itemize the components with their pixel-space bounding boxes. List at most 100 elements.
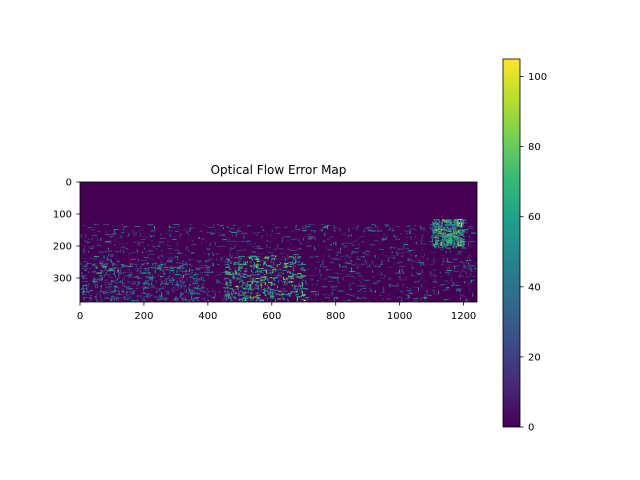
- error-cell: [274, 276, 277, 278]
- error-cell: [273, 262, 275, 266]
- error-cell: [433, 259, 435, 264]
- error-cell: [133, 233, 138, 235]
- error-cell: [155, 280, 157, 283]
- error-cell: [330, 244, 332, 245]
- error-cell: [249, 284, 251, 286]
- error-cell: [251, 255, 257, 257]
- error-cell: [229, 296, 234, 298]
- error-cell: [100, 288, 102, 292]
- error-cell: [175, 296, 177, 301]
- error-cell: [224, 294, 226, 298]
- error-cell: [95, 300, 100, 302]
- error-cell: [420, 277, 423, 279]
- error-cell: [467, 262, 469, 265]
- error-cell: [211, 234, 214, 236]
- error-cell: [144, 247, 146, 250]
- error-cell: [113, 244, 116, 246]
- error-cell: [238, 264, 242, 266]
- error-cell: [341, 244, 344, 246]
- error-cell: [271, 254, 275, 256]
- error-cell: [277, 273, 279, 276]
- error-cell: [388, 277, 392, 279]
- error-cell: [301, 263, 307, 265]
- error-cell: [110, 268, 116, 270]
- error-cell: [447, 243, 449, 247]
- error-cell: [447, 233, 449, 235]
- error-cell: [389, 294, 391, 296]
- error-cell: [417, 280, 421, 282]
- error-cell: [106, 259, 111, 261]
- error-cell: [199, 267, 206, 269]
- error-cell: [112, 235, 114, 237]
- error-cell: [121, 285, 126, 287]
- error-cell: [138, 300, 140, 302]
- error-cell: [293, 267, 294, 272]
- error-cell: [319, 276, 321, 280]
- error-cell: [411, 273, 413, 277]
- error-cell: [357, 250, 360, 252]
- error-cell: [395, 272, 401, 274]
- error-cell: [395, 251, 397, 255]
- error-cell: [388, 283, 390, 288]
- error-cell: [180, 265, 184, 267]
- error-cell: [440, 236, 444, 238]
- error-cell: [413, 298, 416, 300]
- error-cell: [239, 241, 246, 242]
- error-cell: [362, 261, 365, 263]
- error-cell: [226, 299, 229, 301]
- error-cell: [277, 243, 279, 248]
- error-cell: [167, 241, 169, 243]
- error-cell: [246, 285, 248, 289]
- error-cell: [399, 279, 405, 281]
- error-cell: [243, 300, 247, 302]
- error-cell: [253, 296, 258, 298]
- error-cell: [243, 295, 248, 297]
- error-cell: [302, 261, 304, 264]
- error-cell: [157, 244, 161, 246]
- error-cell: [142, 297, 144, 302]
- error-cell: [383, 289, 385, 294]
- error-cell: [244, 271, 246, 273]
- error-cell: [454, 230, 459, 232]
- error-cell: [442, 219, 444, 221]
- error-cell: [333, 298, 335, 302]
- error-cell: [146, 285, 148, 287]
- error-cell: [123, 226, 127, 228]
- error-cell: [375, 226, 379, 228]
- error-cell: [264, 282, 266, 285]
- error-cell: [186, 299, 188, 301]
- error-cell: [287, 248, 290, 250]
- error-cell: [470, 280, 474, 281]
- error-cell: [247, 225, 252, 226]
- error-cell: [449, 227, 451, 230]
- error-cell: [179, 294, 181, 297]
- error-cell: [398, 265, 401, 267]
- error-cell: [105, 286, 108, 288]
- error-cell: [187, 263, 189, 267]
- error-cell: [268, 294, 274, 296]
- error-cell: [272, 270, 274, 274]
- error-cell: [220, 259, 222, 261]
- error-cell: [444, 244, 446, 246]
- error-cell: [443, 227, 446, 229]
- error-cell: [238, 256, 241, 258]
- error-cell: [411, 263, 413, 267]
- error-cell: [186, 277, 188, 281]
- error-cell: [83, 260, 86, 262]
- error-cell: [250, 292, 252, 294]
- error-cell: [411, 267, 413, 269]
- error-cell: [157, 274, 159, 276]
- error-cell: [148, 234, 155, 236]
- error-cell: [398, 276, 401, 278]
- error-cell: [151, 274, 153, 278]
- error-cell: [241, 292, 246, 294]
- error-cell: [341, 266, 347, 268]
- error-cell: [369, 286, 371, 288]
- error-cell: [438, 231, 443, 233]
- error-cell: [205, 259, 207, 263]
- error-cell: [344, 231, 346, 236]
- error-cell: [398, 248, 401, 250]
- error-cell: [285, 277, 291, 279]
- error-cell: [105, 251, 110, 252]
- error-cell: [257, 273, 259, 275]
